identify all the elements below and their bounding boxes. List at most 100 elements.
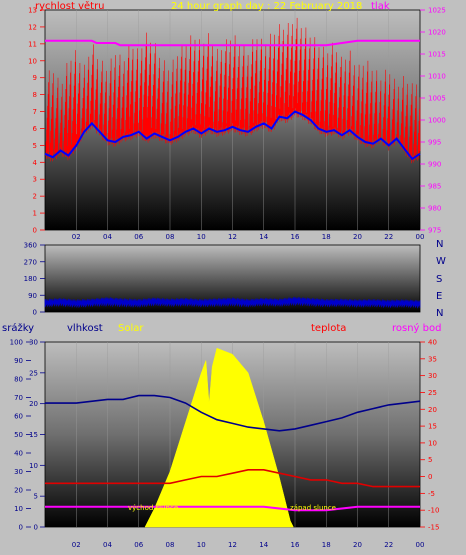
hour-tick-label: 16	[291, 541, 300, 549]
solar-series	[144, 347, 294, 528]
humidity-tick-label: 50	[14, 431, 23, 439]
temperature-tick-label: -15	[428, 524, 439, 532]
wind-tick-label: 4	[33, 159, 38, 167]
rain-tick-label: 10	[29, 462, 38, 470]
wind-tick-label: 10	[28, 57, 37, 65]
humidity-tick-label: 100	[10, 339, 23, 347]
humidity-tick-label: 90	[14, 357, 23, 365]
compass-label: N	[436, 239, 443, 250]
hour-tick-label: 06	[134, 541, 143, 549]
pressure-series	[45, 39, 420, 47]
hour-tick-label: 20	[353, 233, 362, 241]
humidity-tick-label: 70	[14, 394, 23, 402]
wind-tick-label: 1	[33, 210, 37, 218]
compass-label: N	[436, 308, 443, 319]
pressure-tick-label: 980	[428, 205, 441, 213]
hour-tick-label: 18	[322, 233, 331, 241]
rain-tick-label: 25	[29, 369, 38, 377]
dewpoint-axis-label: rosný bod	[392, 322, 441, 334]
wind-tick-label: 7	[33, 108, 37, 116]
humidity-tick-label: 30	[14, 468, 23, 476]
temperature-tick-label: -5	[428, 490, 435, 498]
rain-tick-label: 30	[29, 339, 38, 347]
wind-tick-label: 8	[33, 91, 37, 99]
pressure-tick-label: 1005	[428, 95, 446, 103]
temperature-tick-label: 25	[428, 389, 437, 397]
rain-tick-label: 0	[34, 524, 38, 532]
temperature-tick-label: 15	[428, 423, 437, 431]
humidity-tick-label: 20	[14, 487, 23, 495]
hour-tick-label: 22	[384, 233, 393, 241]
hour-tick-label: 08	[166, 233, 175, 241]
hour-tick-label: 12	[228, 233, 237, 241]
hour-tick-label: 04	[103, 541, 112, 549]
rain-axis-label: srážky	[2, 322, 34, 334]
pressure-tick-label: 975	[428, 227, 441, 235]
hour-tick-label: 00	[416, 541, 425, 549]
hour-tick-label: 00	[416, 233, 425, 241]
humidity-tick-label: 40	[14, 450, 23, 458]
wind-gust-series	[45, 17, 421, 164]
hour-tick-label: 02	[72, 233, 81, 241]
direction-tick-label: 90	[28, 292, 37, 300]
wind-tick-label: 0	[33, 227, 37, 235]
temperature-tick-label: 20	[428, 406, 437, 414]
direction-tick-label: 0	[33, 309, 37, 317]
humidity-axis-label: vlhkost	[67, 323, 103, 334]
humidity-tick-label: 80	[14, 376, 23, 384]
temperature-axis-label: teplota	[311, 323, 346, 334]
pressure-tick-label: 985	[428, 183, 441, 191]
hour-tick-label: 02	[72, 541, 81, 549]
hour-tick-label: 12	[228, 541, 237, 549]
direction-tick-label: 360	[24, 242, 37, 250]
hour-tick-label: 08	[166, 541, 175, 549]
sunset-annotation: západ slunce	[290, 504, 336, 512]
wind-direction-series	[44, 296, 421, 309]
hour-tick-label: 14	[259, 541, 268, 549]
temperature-series	[45, 468, 420, 488]
hour-tick-label: 10	[197, 233, 206, 241]
hour-tick-label: 04	[103, 233, 112, 241]
hour-tick-label: 16	[291, 233, 300, 241]
compass-label: S	[436, 274, 442, 285]
chart-title: 24 hour graph day : 22 February 2018	[171, 1, 362, 12]
humidity-tick-label: 60	[14, 413, 23, 421]
direction-tick-label: 270	[24, 258, 37, 266]
rain-tick-label: 5	[34, 493, 38, 501]
compass-label: E	[436, 291, 442, 302]
humidity-series	[45, 394, 421, 432]
pressure-tick-label: 1000	[428, 117, 446, 125]
temperature-tick-label: 40	[428, 339, 437, 347]
pressure-tick-label: 995	[428, 139, 441, 147]
pressure-tick-label: 1010	[428, 73, 446, 81]
pressure-tick-label: 1025	[428, 7, 446, 15]
hour-tick-label: 14	[259, 233, 268, 241]
wind-tick-label: 2	[33, 193, 37, 201]
rain-tick-label: 15	[29, 431, 38, 439]
temperature-tick-label: 5	[428, 456, 432, 464]
wind-speed-series	[44, 110, 421, 161]
compass-label: W	[436, 256, 446, 267]
wind-tick-label: 9	[33, 74, 37, 82]
wind-tick-label: 11	[28, 40, 37, 48]
hour-tick-label: 20	[353, 541, 362, 549]
solar-axis-label: Solar	[118, 323, 144, 334]
wind-tick-label: 3	[33, 176, 37, 184]
sunrise-annotation: východ slunce	[128, 504, 178, 512]
wind-tick-label: 6	[33, 125, 38, 133]
hour-tick-label: 10	[197, 541, 206, 549]
direction-tick-label: 180	[24, 275, 37, 283]
wind-tick-label: 12	[28, 23, 37, 31]
pressure-tick-label: 990	[428, 161, 441, 169]
hour-tick-label: 22	[384, 541, 393, 549]
temperature-tick-label: 35	[428, 355, 437, 363]
temperature-tick-label: -10	[428, 507, 439, 515]
pressure-tick-label: 1015	[428, 51, 446, 59]
temperature-tick-label: 0	[428, 473, 432, 481]
rain-tick-label: 20	[29, 400, 38, 408]
temperature-tick-label: 30	[428, 372, 437, 380]
hour-tick-label: 06	[134, 233, 143, 241]
dewpoint-series	[45, 505, 420, 512]
pressure-axis-label: tlak	[371, 1, 390, 12]
